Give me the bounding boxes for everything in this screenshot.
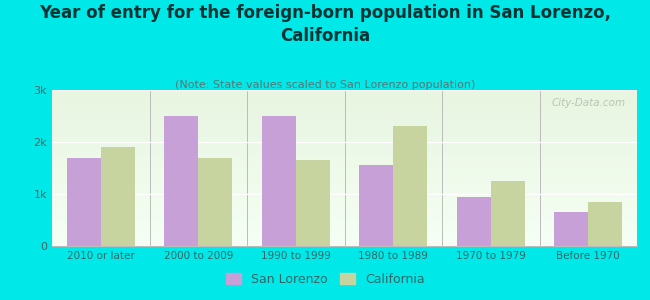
Bar — [66, 158, 101, 246]
Bar — [393, 126, 428, 246]
Text: (Note: State values scaled to San Lorenzo population): (Note: State values scaled to San Lorenz… — [175, 80, 475, 89]
Bar — [554, 212, 588, 246]
Bar — [101, 147, 135, 246]
Bar — [296, 160, 330, 246]
Legend: San Lorenzo, California: San Lorenzo, California — [220, 268, 430, 291]
Bar — [261, 116, 296, 246]
Bar — [164, 116, 198, 246]
Bar — [359, 165, 393, 246]
Bar — [198, 158, 233, 246]
Bar — [491, 181, 525, 246]
Bar — [588, 202, 623, 246]
Text: City-Data.com: City-Data.com — [551, 98, 625, 108]
Text: Year of entry for the foreign-born population in San Lorenzo,
California: Year of entry for the foreign-born popul… — [39, 4, 611, 45]
Bar — [457, 196, 491, 246]
